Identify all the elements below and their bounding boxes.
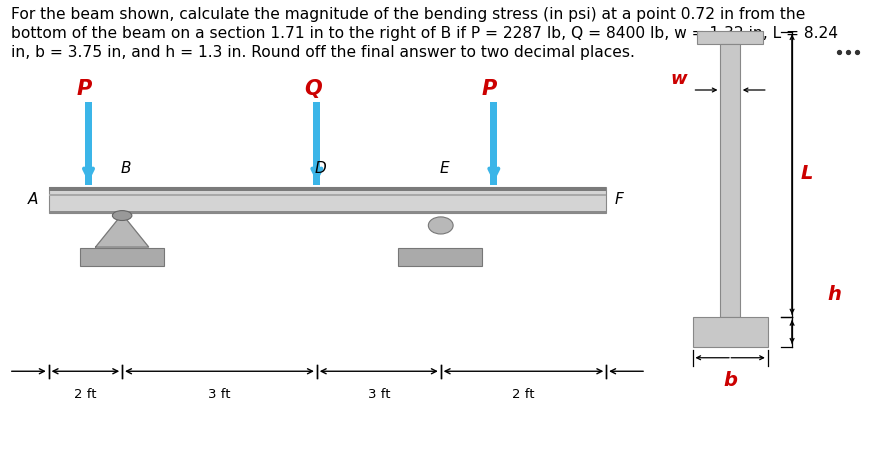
Bar bbox=[313, 102, 320, 185]
Bar bbox=[49, 212, 606, 213]
Bar bbox=[80, 248, 164, 266]
Text: D: D bbox=[314, 161, 327, 176]
Text: 2 ft: 2 ft bbox=[74, 388, 96, 401]
Text: Q: Q bbox=[304, 80, 322, 99]
Bar bbox=[697, 32, 763, 44]
Text: b: b bbox=[723, 371, 737, 390]
Bar bbox=[85, 102, 92, 185]
Text: bottom of the beam on a section 1.71 in to the right of B if P = 2287 lb, Q = 84: bottom of the beam on a section 1.71 in … bbox=[11, 26, 838, 41]
Text: 3 ft: 3 ft bbox=[367, 388, 390, 401]
Bar bbox=[720, 44, 740, 317]
Bar bbox=[398, 248, 482, 266]
Text: P: P bbox=[76, 80, 91, 99]
Text: 2 ft: 2 ft bbox=[512, 388, 535, 401]
Text: L: L bbox=[801, 164, 813, 183]
Text: F: F bbox=[615, 192, 624, 207]
Text: w: w bbox=[671, 70, 688, 88]
Ellipse shape bbox=[428, 217, 453, 234]
Bar bbox=[692, 317, 767, 346]
Text: in, b = 3.75 in, and h = 1.3 in. Round off the final answer to two decimal place: in, b = 3.75 in, and h = 1.3 in. Round o… bbox=[11, 45, 635, 60]
Text: P: P bbox=[481, 80, 496, 99]
Bar bbox=[49, 194, 606, 196]
Text: h: h bbox=[827, 285, 842, 304]
Text: For the beam shown, calculate the magnitude of the bending stress (in psi) at a : For the beam shown, calculate the magnit… bbox=[11, 7, 805, 22]
Bar bbox=[49, 187, 606, 191]
Bar bbox=[490, 102, 497, 185]
Bar bbox=[49, 187, 606, 213]
Circle shape bbox=[112, 211, 132, 220]
Text: E: E bbox=[440, 161, 449, 176]
Text: B: B bbox=[120, 161, 131, 176]
Polygon shape bbox=[96, 214, 149, 247]
Text: A: A bbox=[27, 192, 38, 207]
Text: 3 ft: 3 ft bbox=[208, 388, 231, 401]
